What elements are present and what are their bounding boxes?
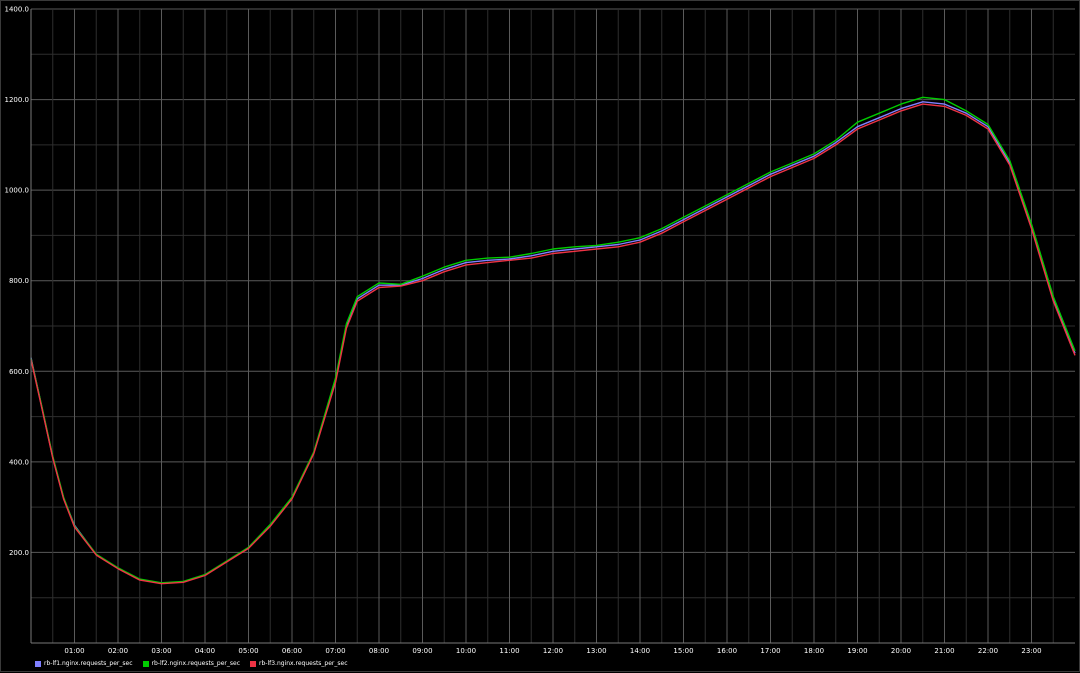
x-tick-label: 12:00 bbox=[543, 647, 563, 655]
legend: rb-lf1.nginx.requests_per_sec rb-lf2.ngi… bbox=[35, 660, 348, 667]
x-tick-label: 02:00 bbox=[108, 647, 128, 655]
y-tick-label: 600.0 bbox=[9, 368, 29, 376]
x-tick-label: 14:00 bbox=[630, 647, 650, 655]
legend-swatch-lf3 bbox=[250, 660, 256, 667]
x-tick-label: 19:00 bbox=[847, 647, 867, 655]
x-tick-label: 10:00 bbox=[456, 647, 476, 655]
y-tick-label: 1200.0 bbox=[5, 96, 30, 104]
legend-item-lf2[interactable]: rb-lf2.nginx.requests_per_sec bbox=[142, 660, 241, 667]
x-tick-label: 11:00 bbox=[499, 647, 519, 655]
x-tick-label: 17:00 bbox=[760, 647, 780, 655]
series-line-3 bbox=[30, 103, 1076, 585]
x-tick-label: 22:00 bbox=[978, 647, 998, 655]
y-tick-label: 1400.0 bbox=[5, 6, 30, 14]
x-tick-label: 05:00 bbox=[238, 647, 258, 655]
x-tick-label: 16:00 bbox=[717, 647, 737, 655]
y-axis-tick-labels: 200.0 400.0 600.0 800.0 1000.0 1200.0 1400.0 bbox=[5, 6, 30, 557]
x-tick-label: 06:00 bbox=[282, 647, 302, 655]
series-lines bbox=[30, 96, 1076, 585]
x-tick-label: 18:00 bbox=[804, 647, 824, 655]
x-axis-tick-labels: 01:00 02:00 03:00 04:00 05:00 06:00 07:00 08:00… bbox=[64, 647, 1041, 655]
legend-label-lf2: rb-lf2.nginx.requests_per_sec bbox=[151, 660, 241, 667]
x-tick-label: 09:00 bbox=[412, 647, 432, 655]
y-tick-label: 200.0 bbox=[9, 549, 29, 557]
x-tick-label: 08:00 bbox=[369, 647, 389, 655]
legend-item-lf3[interactable]: rb-lf3.nginx.requests_per_sec bbox=[250, 660, 348, 667]
x-tick-label: 13:00 bbox=[586, 647, 606, 655]
x-tick-label: 07:00 bbox=[325, 647, 345, 655]
y-tick-label: 800.0 bbox=[9, 277, 29, 285]
grid bbox=[31, 8, 1075, 644]
x-tick-label: 21:00 bbox=[934, 647, 954, 655]
series-line-2 bbox=[30, 96, 1076, 584]
x-tick-label: 04:00 bbox=[195, 647, 215, 655]
x-tick-label: 20:00 bbox=[891, 647, 911, 655]
legend-swatch-lf1 bbox=[35, 660, 41, 667]
y-tick-label: 400.0 bbox=[9, 458, 29, 466]
legend-swatch-lf2 bbox=[142, 660, 149, 667]
x-tick-label: 03:00 bbox=[151, 647, 171, 655]
legend-label-lf3: rb-lf3.nginx.requests_per_sec bbox=[259, 660, 348, 667]
legend-label-lf1: rb-lf1.nginx.requests_per_sec bbox=[44, 660, 133, 667]
x-tick-label: 23:00 bbox=[1021, 647, 1041, 655]
x-tick-label: 01:00 bbox=[64, 647, 84, 655]
legend-item-lf1[interactable]: rb-lf1.nginx.requests_per_sec bbox=[35, 660, 133, 667]
y-tick-label: 1000.0 bbox=[5, 187, 30, 195]
x-tick-label: 15:00 bbox=[673, 647, 693, 655]
